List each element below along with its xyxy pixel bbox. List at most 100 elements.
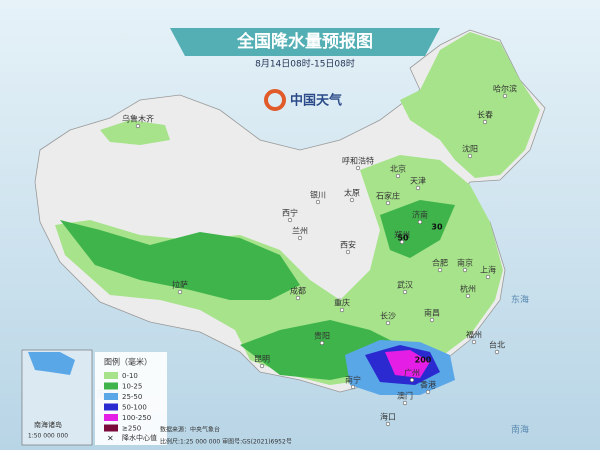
city-dot (415, 185, 421, 191)
city-dot (319, 340, 325, 346)
city-label: 南京 (457, 258, 473, 268)
city-dot (462, 267, 468, 273)
city-dot (425, 389, 431, 395)
inset-label: 南海诸岛 (34, 420, 62, 429)
city-dot (437, 267, 443, 273)
city-dot (417, 219, 423, 225)
city-dot (465, 293, 471, 299)
legend-swatch (104, 393, 118, 400)
city-label: 乌鲁木齐 (122, 114, 154, 124)
city-dot (385, 200, 391, 206)
city-dot (355, 165, 361, 171)
legend-swatch (104, 403, 118, 411)
legend-label: ≥250 (122, 425, 141, 433)
legend-label: 50-100 (122, 404, 147, 412)
subtitle: 8月14日08时-15日08时 (255, 58, 355, 70)
city-label: 济南 (412, 210, 428, 220)
city-label: 北京 (390, 164, 406, 174)
footer-source: 数据来源：中央气象台 (160, 426, 220, 434)
legend-label: 0-10 (122, 372, 138, 380)
city-dot (395, 173, 401, 179)
legend-label: 10-25 (122, 383, 142, 391)
city-label: 杭州 (460, 284, 476, 294)
city-label: 重庆 (334, 298, 350, 308)
legend-swatch (104, 382, 118, 390)
city-label: 沈阳 (462, 144, 478, 154)
legend-center-mark: × (107, 434, 114, 443)
city-dot (385, 320, 391, 326)
city-dot (339, 307, 345, 313)
city-label: 广州 (404, 368, 420, 378)
city-dot (402, 289, 408, 295)
legend-label: 25-50 (122, 393, 142, 401)
logo: 中国天气 (290, 93, 342, 109)
title: 全国降水量预报图 (236, 31, 373, 52)
center-value: 200 (415, 356, 432, 365)
city-dot (467, 153, 473, 159)
city-dot (385, 421, 391, 427)
city-label: 澳门 (397, 391, 413, 401)
legend-center-label: 降水中心值 (122, 433, 157, 442)
city-dot (297, 235, 303, 241)
legend-swatch (104, 424, 118, 432)
rain-100-250 (385, 350, 430, 378)
inset-rain (28, 352, 75, 375)
city-dot (295, 295, 301, 301)
sea-label: 南海 (511, 424, 529, 436)
city-dot (349, 197, 355, 203)
footer-scale: 比例尺:1:25 000 000 审图号:GS(2021)6952号 (160, 438, 292, 446)
city-label: 海口 (380, 412, 396, 422)
city-dot (485, 274, 491, 280)
city-dot (409, 377, 415, 383)
city-label: 天津 (410, 176, 426, 186)
city-dot (494, 349, 500, 355)
legend-swatch (104, 414, 118, 421)
logo-icon (264, 89, 286, 111)
city-dot (177, 289, 183, 295)
city-dot (259, 363, 265, 369)
city-dot (287, 217, 293, 223)
city-label: 福州 (466, 331, 482, 340)
city-dot (345, 249, 351, 255)
center-value: 50 (397, 234, 409, 243)
legend-label: 100-250 (122, 414, 151, 422)
city-label: 银川 (310, 190, 326, 200)
inset-scale: 1:50 000 000 (28, 433, 68, 440)
city-label: 哈尔滨 (493, 84, 517, 94)
city-label: 西安 (340, 240, 356, 250)
city-dot (135, 123, 141, 129)
legend-items: 0-10 10-25 25-50 50-100 100-250 ≥250 × 降水中心值 (104, 372, 157, 443)
city-label: 长春 (477, 110, 493, 120)
center-value: 30 (431, 223, 443, 232)
legend-swatch (104, 372, 118, 379)
city-dot (399, 239, 405, 245)
city-label: 昆明 (254, 355, 270, 364)
city-label: 郑州 (394, 230, 410, 240)
city-label: 台北 (489, 340, 505, 350)
city-label: 成都 (290, 286, 306, 296)
city-dot (502, 93, 508, 99)
city-label: 呼和浩特 (342, 156, 374, 166)
title-banner (170, 28, 440, 56)
city-label: 石家庄 (376, 191, 400, 201)
city-dot (315, 199, 321, 205)
city-label: 香港 (420, 380, 436, 390)
city-label: 太原 (344, 188, 360, 198)
city-label: 拉萨 (172, 280, 188, 290)
city-label: 合肥 (432, 258, 448, 268)
city-label: 长沙 (380, 311, 396, 321)
city-label: 南昌 (424, 308, 440, 318)
legend-title: 图例（毫米） (104, 357, 152, 367)
city-dot (350, 384, 356, 390)
city-label: 南宁 (345, 375, 361, 385)
city-dot (429, 317, 435, 323)
city-dot (482, 119, 488, 125)
sea-label: 东海 (511, 294, 529, 306)
city-dot (471, 339, 477, 345)
city-label: 贵阳 (314, 331, 330, 341)
city-label: 兰州 (292, 226, 308, 236)
city-dot (402, 400, 408, 406)
city-label: 上海 (480, 265, 496, 275)
